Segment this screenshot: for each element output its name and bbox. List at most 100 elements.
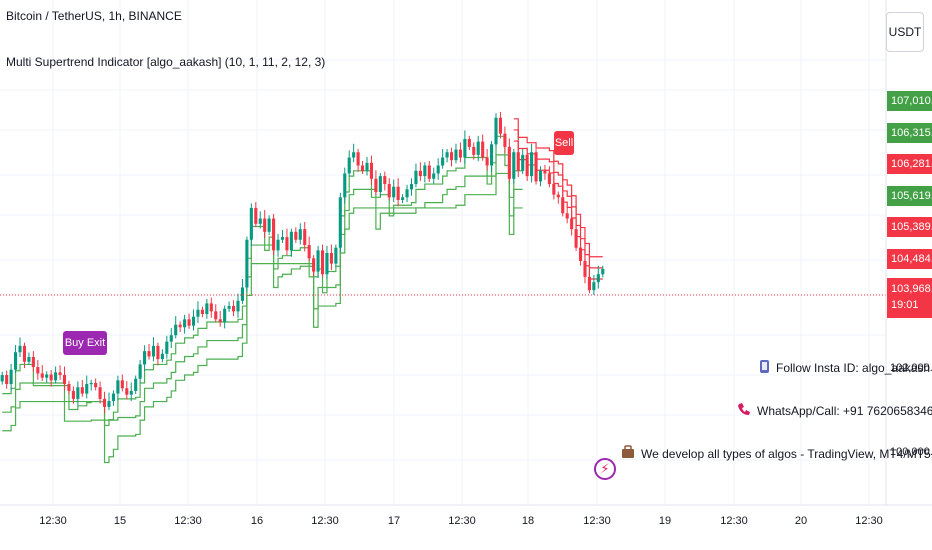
candle-body bbox=[507, 146, 511, 179]
candle-body bbox=[396, 186, 400, 200]
price-tag: 107,010.55 bbox=[887, 91, 932, 111]
candle-body bbox=[516, 152, 520, 171]
candle-body bbox=[272, 218, 276, 251]
currency-button[interactable]: USDT bbox=[886, 12, 924, 52]
candle-body bbox=[596, 274, 600, 283]
time-axis-label: 15 bbox=[113, 515, 127, 527]
candle-body bbox=[521, 154, 525, 171]
chart-grid bbox=[0, 0, 886, 505]
candle-body bbox=[151, 345, 156, 357]
time-axis-label: 18 bbox=[521, 515, 535, 527]
price-tag: 105,389.01 bbox=[887, 217, 932, 237]
candle-body bbox=[165, 341, 169, 354]
candle-body bbox=[445, 152, 449, 158]
info-insta-text: Follow Insta ID: algo_aakash bbox=[776, 361, 931, 375]
candle-body bbox=[490, 144, 494, 166]
time-axis-label: 16 bbox=[250, 515, 264, 527]
candle-body bbox=[463, 138, 467, 158]
candle-body bbox=[401, 197, 405, 200]
candle-body bbox=[205, 303, 209, 315]
candle-body bbox=[316, 250, 320, 272]
candle-body bbox=[263, 218, 267, 232]
candle-body bbox=[547, 173, 551, 185]
price-tag: 106,281.53 bbox=[887, 154, 932, 174]
candle-body bbox=[592, 282, 596, 291]
sell-signal: Sell bbox=[554, 131, 574, 155]
candle-body bbox=[485, 157, 489, 166]
time-axis-label: 12:30 bbox=[174, 515, 202, 527]
candle-body bbox=[111, 393, 115, 402]
candle-body bbox=[303, 229, 307, 246]
candle-body bbox=[254, 207, 258, 224]
candle-body bbox=[31, 356, 35, 368]
time-axis-label: 12:30 bbox=[448, 515, 476, 527]
candle-body bbox=[360, 165, 365, 171]
candle-body bbox=[85, 384, 89, 394]
price-axis-label: 102,000.00 bbox=[890, 362, 932, 374]
candle-body bbox=[116, 380, 120, 394]
supertrend-support-line bbox=[2, 135, 523, 427]
candle-body bbox=[94, 382, 98, 388]
candle-body bbox=[556, 194, 560, 198]
candle-body bbox=[178, 324, 182, 328]
time-axis-label: 12:30 bbox=[583, 515, 611, 527]
candle-body bbox=[62, 375, 67, 385]
candle-body bbox=[102, 398, 107, 407]
candle-body bbox=[214, 311, 218, 320]
candle-body bbox=[454, 149, 458, 161]
candle-body bbox=[409, 184, 414, 190]
candle-body bbox=[236, 300, 240, 312]
lightning-icon[interactable]: ⚡ bbox=[594, 458, 616, 480]
candle-body bbox=[467, 138, 471, 147]
candle-body bbox=[187, 319, 191, 326]
candle-body bbox=[191, 316, 196, 326]
candle-body bbox=[258, 218, 262, 224]
candle-body bbox=[432, 173, 436, 179]
candle-body bbox=[503, 133, 507, 147]
time-axis-label: 12:30 bbox=[855, 515, 883, 527]
candle-body bbox=[414, 170, 418, 185]
candle-body bbox=[525, 154, 529, 177]
candle-body bbox=[405, 189, 409, 198]
phone-icon bbox=[759, 359, 770, 377]
chart-title[interactable]: Bitcoin / TetherUS, 1h, BINANCE bbox=[6, 9, 182, 23]
price-axis-label: 100,000.00 bbox=[890, 446, 932, 458]
indicator-legend[interactable]: Multi Supertrend Indicator [algo_aakash]… bbox=[6, 55, 326, 69]
candle-body bbox=[352, 152, 356, 158]
supertrend-support-line bbox=[2, 172, 523, 464]
briefcase-icon bbox=[621, 445, 635, 462]
candle-body bbox=[120, 380, 124, 389]
candle-body bbox=[276, 239, 280, 251]
candle-body bbox=[392, 186, 396, 198]
candle-body bbox=[423, 165, 427, 177]
time-axis-label: 17 bbox=[387, 515, 401, 527]
candle-body bbox=[578, 247, 583, 261]
candle-body bbox=[223, 308, 227, 322]
candle-body bbox=[9, 369, 13, 385]
candle-body bbox=[147, 351, 151, 357]
candle-body bbox=[387, 184, 391, 198]
candle-body bbox=[356, 152, 360, 166]
candle-body bbox=[98, 387, 102, 399]
candle-body bbox=[267, 218, 271, 232]
info-whatsapp: WhatsApp/Call: +91 7620658346 bbox=[737, 402, 932, 419]
info-insta: Follow Insta ID: algo_aakash bbox=[759, 359, 930, 377]
candle-body bbox=[156, 345, 160, 360]
candle-body bbox=[543, 170, 547, 174]
candle-body bbox=[312, 258, 316, 272]
candle-body bbox=[22, 345, 27, 362]
candle-body bbox=[218, 319, 222, 322]
candle-body bbox=[476, 141, 480, 155]
candle-body bbox=[27, 356, 31, 362]
candle-body bbox=[512, 152, 516, 179]
candle-body bbox=[338, 197, 342, 248]
price-tag: 106,315.68 bbox=[887, 123, 932, 143]
candle-body bbox=[320, 250, 325, 275]
candle-body bbox=[169, 335, 173, 342]
candle-body bbox=[125, 388, 129, 395]
candle-body bbox=[427, 165, 431, 179]
candle-body bbox=[481, 141, 485, 158]
candle-body bbox=[343, 173, 347, 198]
candle-body bbox=[200, 309, 204, 315]
